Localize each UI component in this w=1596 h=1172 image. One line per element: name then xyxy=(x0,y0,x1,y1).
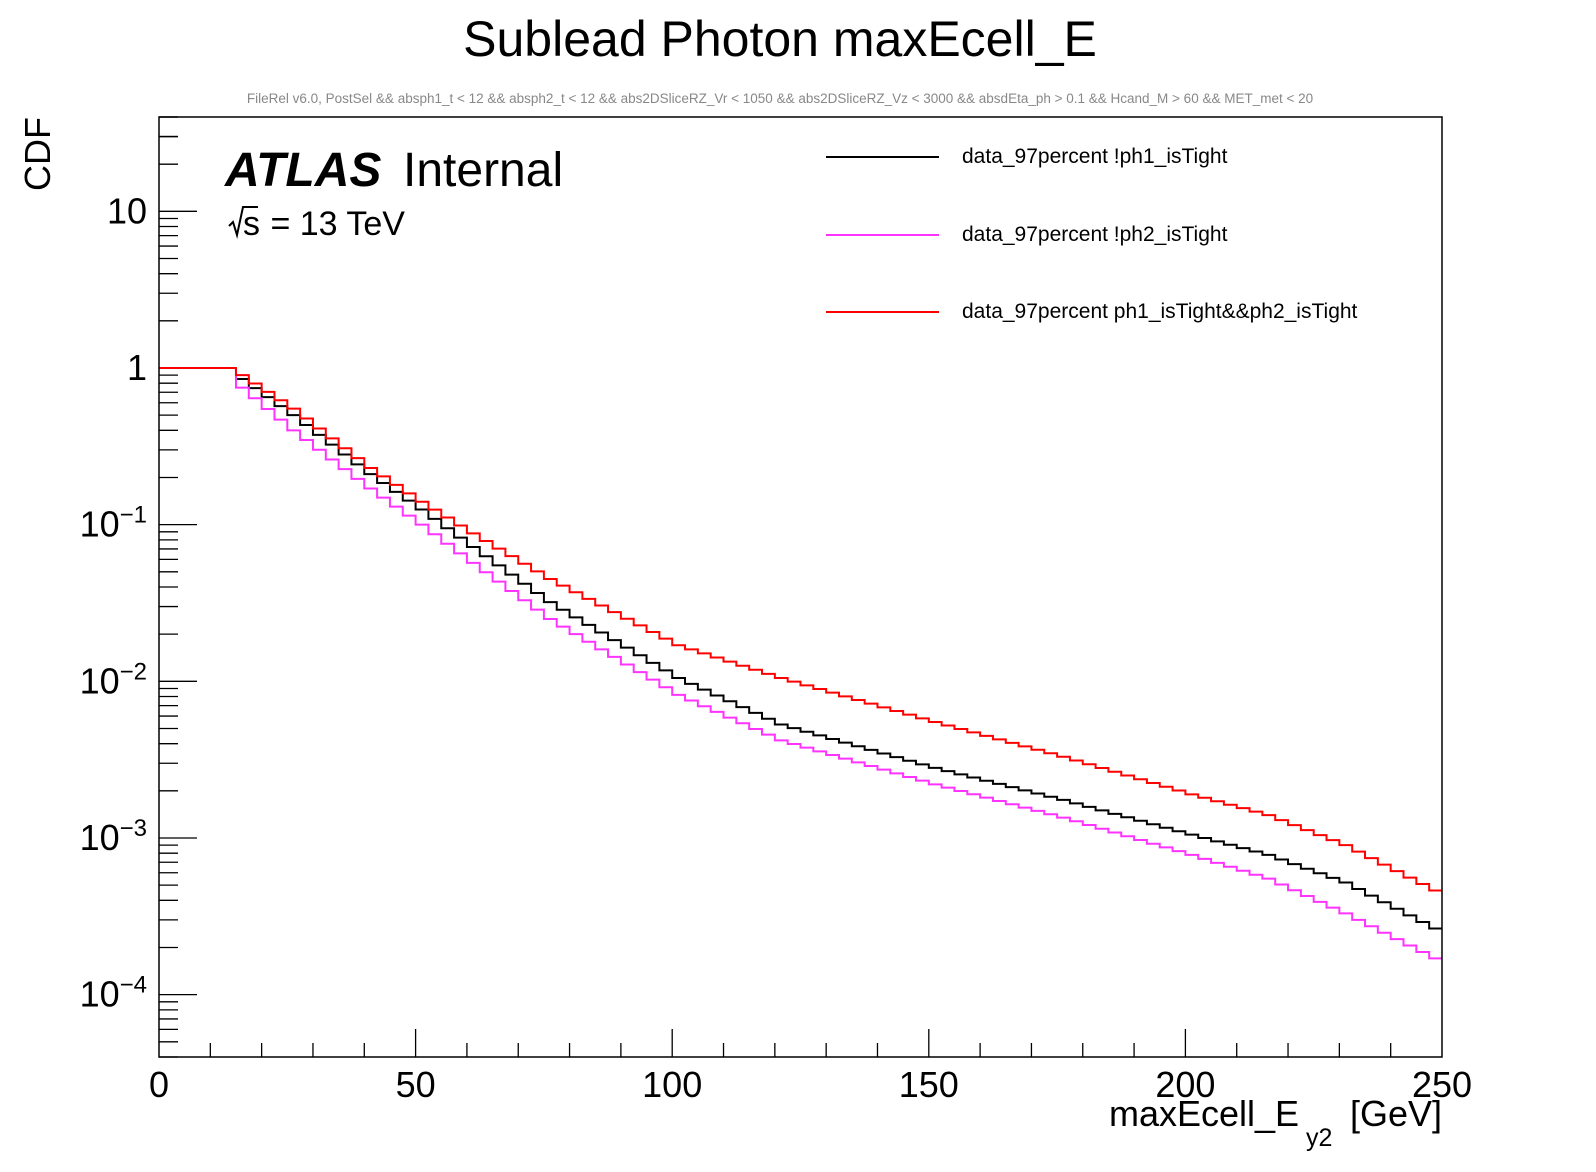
chart-subtitle: FileRel v6.0, PostSel && absph1_t < 12 &… xyxy=(247,91,1313,106)
x-axis-label: maxEcell_E xyxy=(1109,1093,1299,1134)
x-tick-label: 200 xyxy=(1155,1064,1215,1105)
y-tick-label: 10−1 xyxy=(80,502,147,545)
series-not-ph2-tight xyxy=(159,366,1442,960)
sqrt-symbol xyxy=(228,206,258,239)
internal-label: Internal xyxy=(403,144,563,197)
x-tick-label: 100 xyxy=(642,1064,702,1105)
legend-label: data_97percent !ph2_isTight xyxy=(962,223,1228,246)
energy-label: = 13 TeV xyxy=(261,205,405,243)
x-axis-label-sub: y2 xyxy=(1306,1124,1332,1152)
legend: data_97percent !ph1_isTight data_97percen… xyxy=(826,145,1358,323)
legend-label: data_97percent !ph1_isTight xyxy=(962,145,1228,168)
x-tick-labels: 0 50 100 150 200 250 xyxy=(149,1064,1472,1105)
x-tick-label: 50 xyxy=(396,1064,436,1105)
x-tick-label: 150 xyxy=(899,1064,959,1105)
y-tick-label: 10−3 xyxy=(80,815,147,858)
plot-frame xyxy=(158,116,1443,1058)
x-tick-label: 0 xyxy=(149,1064,169,1105)
y-tick-label: 10 xyxy=(107,190,147,231)
sqrt-s-label: s xyxy=(243,205,260,243)
y-tick-label: 10−4 xyxy=(80,972,147,1015)
series-group xyxy=(159,366,1442,960)
y-tick-label: 1 xyxy=(127,347,147,388)
axis-ticks xyxy=(159,116,1392,1058)
y-axis-label: CDF xyxy=(17,117,58,191)
atlas-label: ATLAS xyxy=(224,144,381,197)
y-tick-label: 10−2 xyxy=(80,658,147,701)
series-both-tight xyxy=(159,366,1442,892)
legend-label: data_97percent ph1_isTight&&ph2_isTight xyxy=(962,300,1358,323)
x-tick-label: 250 xyxy=(1412,1064,1472,1105)
series-not-ph1-tight xyxy=(159,366,1442,930)
y-tick-labels: 10 1 10−1 10−2 10−3 10−4 xyxy=(80,190,147,1014)
chart-title: Sublead Photon maxEcell_E xyxy=(463,11,1097,67)
x-axis-label-unit: [GeV] xyxy=(1350,1093,1442,1134)
